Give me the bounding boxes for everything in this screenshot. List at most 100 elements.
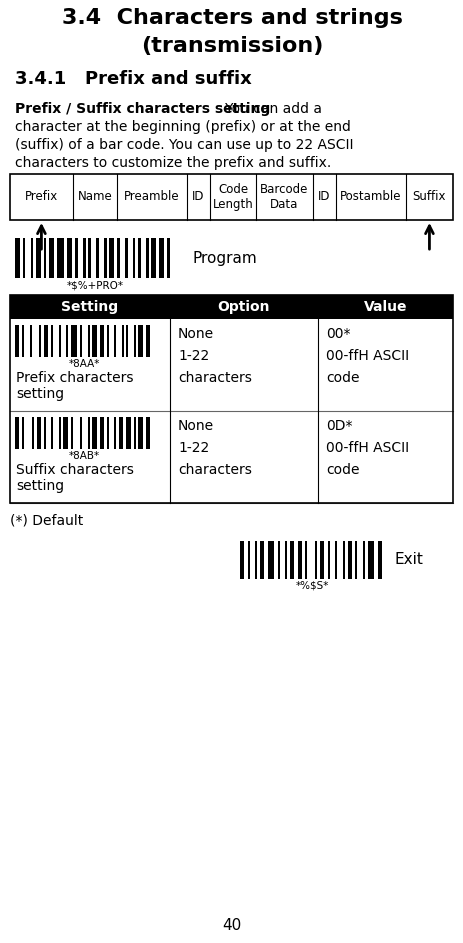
Bar [134,417,136,449]
Bar [51,417,53,449]
Bar [327,541,330,579]
Text: Preamble: Preamble [124,190,180,204]
Text: (*) Default: (*) Default [10,513,83,527]
Bar [68,238,72,278]
Bar [285,541,287,579]
Text: 00-ffH ASCII: 00-ffH ASCII [326,441,409,455]
Bar [75,238,78,278]
Bar [159,238,164,278]
Bar [126,417,131,449]
Bar [255,541,257,579]
Bar [57,238,64,278]
Text: characters: characters [178,463,252,477]
Bar [107,325,109,357]
Text: 0D*: 0D* [326,419,352,433]
Bar [31,238,33,278]
Text: characters: characters [178,371,252,385]
Text: Prefix / Suffix characters setting: Prefix / Suffix characters setting [15,102,270,116]
Bar [23,238,25,278]
Bar [146,238,149,278]
Bar [83,238,86,278]
Text: 00-ffH ASCII: 00-ffH ASCII [326,349,409,363]
Text: setting: setting [16,479,64,493]
Text: *8AA*: *8AA* [69,359,100,369]
Bar [15,325,19,357]
Bar [138,325,143,357]
Bar [167,238,169,278]
Bar [15,417,19,449]
Bar [93,325,97,357]
Bar [240,541,244,579]
Text: *8AB*: *8AB* [69,451,100,461]
Bar [335,541,337,579]
Bar [15,238,20,278]
Text: ID: ID [192,190,205,204]
Bar [44,325,48,357]
Text: Setting: Setting [62,300,119,314]
Bar [363,541,365,579]
Bar [114,417,116,449]
Bar [100,417,104,449]
Text: Value: Value [364,300,407,314]
Bar [368,541,374,579]
Text: Exit: Exit [395,553,424,568]
Bar [66,325,68,357]
Bar [121,325,124,357]
Bar [119,417,123,449]
Bar [59,417,61,449]
Bar [348,541,352,579]
Bar [30,325,31,357]
Text: Name: Name [77,190,112,204]
Bar [133,238,136,278]
Bar [81,325,82,357]
Bar [377,541,382,579]
Text: You can add a: You can add a [212,102,322,116]
Bar [88,417,90,449]
Bar [305,541,307,579]
Text: 3.4  Characters and strings: 3.4 Characters and strings [62,8,402,28]
Text: Prefix: Prefix [25,190,58,204]
Bar [81,417,82,449]
Bar [49,238,54,278]
Bar [355,541,357,579]
Bar [138,417,143,449]
Bar [277,541,280,579]
Bar [151,238,156,278]
Bar [10,295,453,319]
Bar [71,417,73,449]
Text: Suffix characters: Suffix characters [16,463,134,477]
Bar [22,325,25,357]
Text: ID: ID [318,190,331,204]
Text: Program: Program [193,251,258,266]
Bar [290,541,294,579]
Text: Postamble: Postamble [340,190,401,204]
Text: Option: Option [218,300,270,314]
Bar [117,238,120,278]
Bar [260,541,264,579]
Text: characters to customize the prefix and suffix.: characters to customize the prefix and s… [15,156,331,170]
Bar [100,325,104,357]
Bar [71,325,77,357]
Bar [96,238,99,278]
Bar [88,238,91,278]
Bar [146,417,150,449]
Bar [10,295,453,503]
Bar [104,238,106,278]
Bar [88,325,90,357]
Bar [248,541,250,579]
Text: *$%+PRO*: *$%+PRO* [67,280,124,290]
Text: Barcode
Data: Barcode Data [260,183,308,211]
Bar [298,541,302,579]
Bar [109,238,114,278]
Text: *%$S*: *%$S* [296,581,329,591]
Text: None: None [178,327,214,341]
Bar [126,325,129,357]
Text: (suffix) of a bar code. You can use up to 22 ASCII: (suffix) of a bar code. You can use up t… [15,138,353,152]
Text: character at the beginning (prefix) or at the end: character at the beginning (prefix) or a… [15,120,351,134]
Bar [10,174,453,220]
Bar [32,417,34,449]
Text: 3.4.1   Prefix and suffix: 3.4.1 Prefix and suffix [15,70,252,88]
Bar [114,325,116,357]
Bar [63,417,68,449]
Text: Code
Length: Code Length [213,183,253,211]
